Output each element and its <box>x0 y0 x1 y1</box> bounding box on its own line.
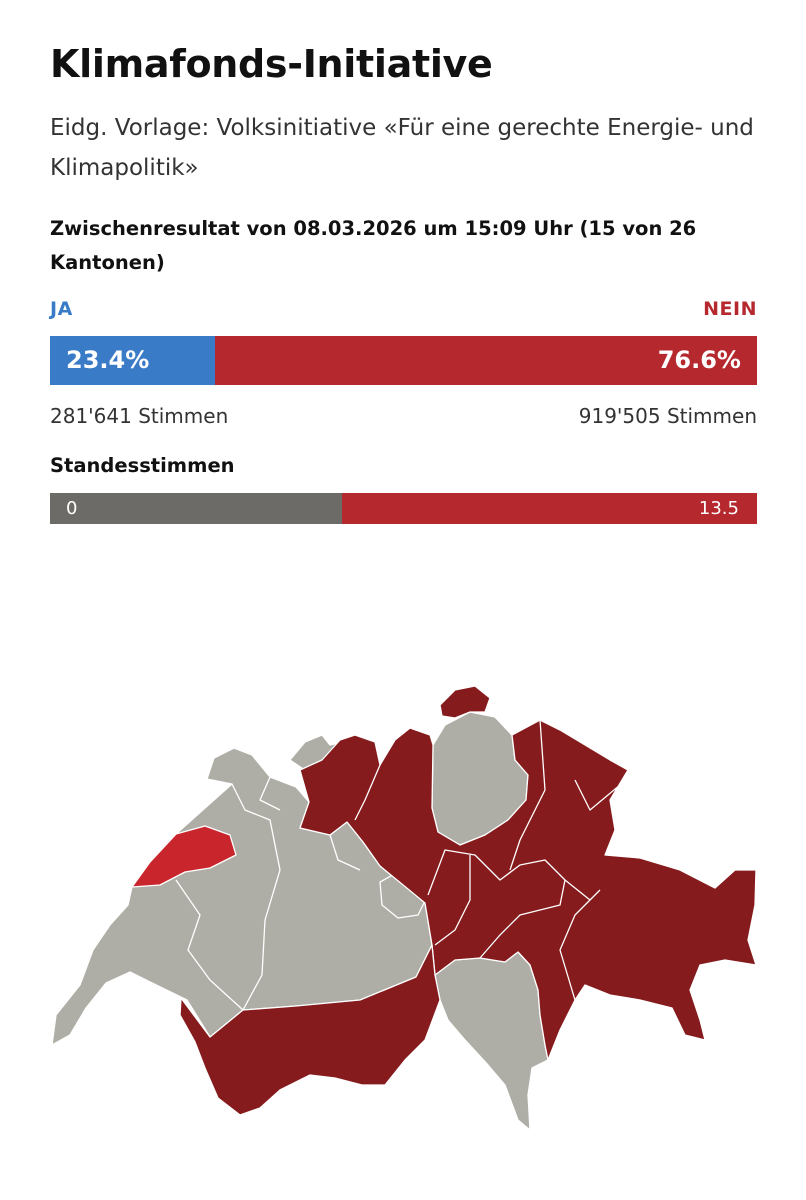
canton-nein-schaffhausen[interactable] <box>439 685 491 719</box>
standesstimmen-heading: Standesstimmen <box>50 454 235 477</box>
result-bar: 23.4% 76.6% <box>50 336 757 385</box>
canton-nein-main[interactable] <box>299 719 757 1061</box>
standesstimmen-bar: 0 13.5 <box>50 493 757 524</box>
ja-percent: 23.4% <box>66 346 150 374</box>
nein-percent: 76.6% <box>657 346 741 374</box>
standesstimmen-ja-segment: 0 <box>50 493 343 524</box>
standesstimmen-nein-segment: 13.5 <box>342 493 757 524</box>
page-subtitle: Eidg. Vorlage: Volksinitiative «Für eine… <box>50 115 754 181</box>
canton-nein-valais[interactable] <box>179 944 441 1116</box>
standesstimmen-ja-value: 0 <box>66 498 78 519</box>
nein-label: NEIN <box>703 298 757 320</box>
ja-label: JA <box>50 298 73 320</box>
canton-borders <box>175 719 621 1011</box>
nein-bar-segment: 76.6% <box>215 336 757 385</box>
canton-pending-ticino[interactable] <box>434 951 549 1131</box>
canton-ja-neuchatel[interactable] <box>131 825 237 888</box>
nein-votes: 919'505 Stimmen <box>578 404 757 428</box>
ja-votes: 281'641 Stimmen <box>50 404 229 428</box>
ja-bar-segment: 23.4% <box>50 336 216 385</box>
status-text: Zwischenresultat von 08.03.2026 um 15:09… <box>50 217 697 274</box>
page-title: Klimafonds-Initiative <box>50 42 493 86</box>
standesstimmen-nein-value: 13.5 <box>698 498 739 519</box>
